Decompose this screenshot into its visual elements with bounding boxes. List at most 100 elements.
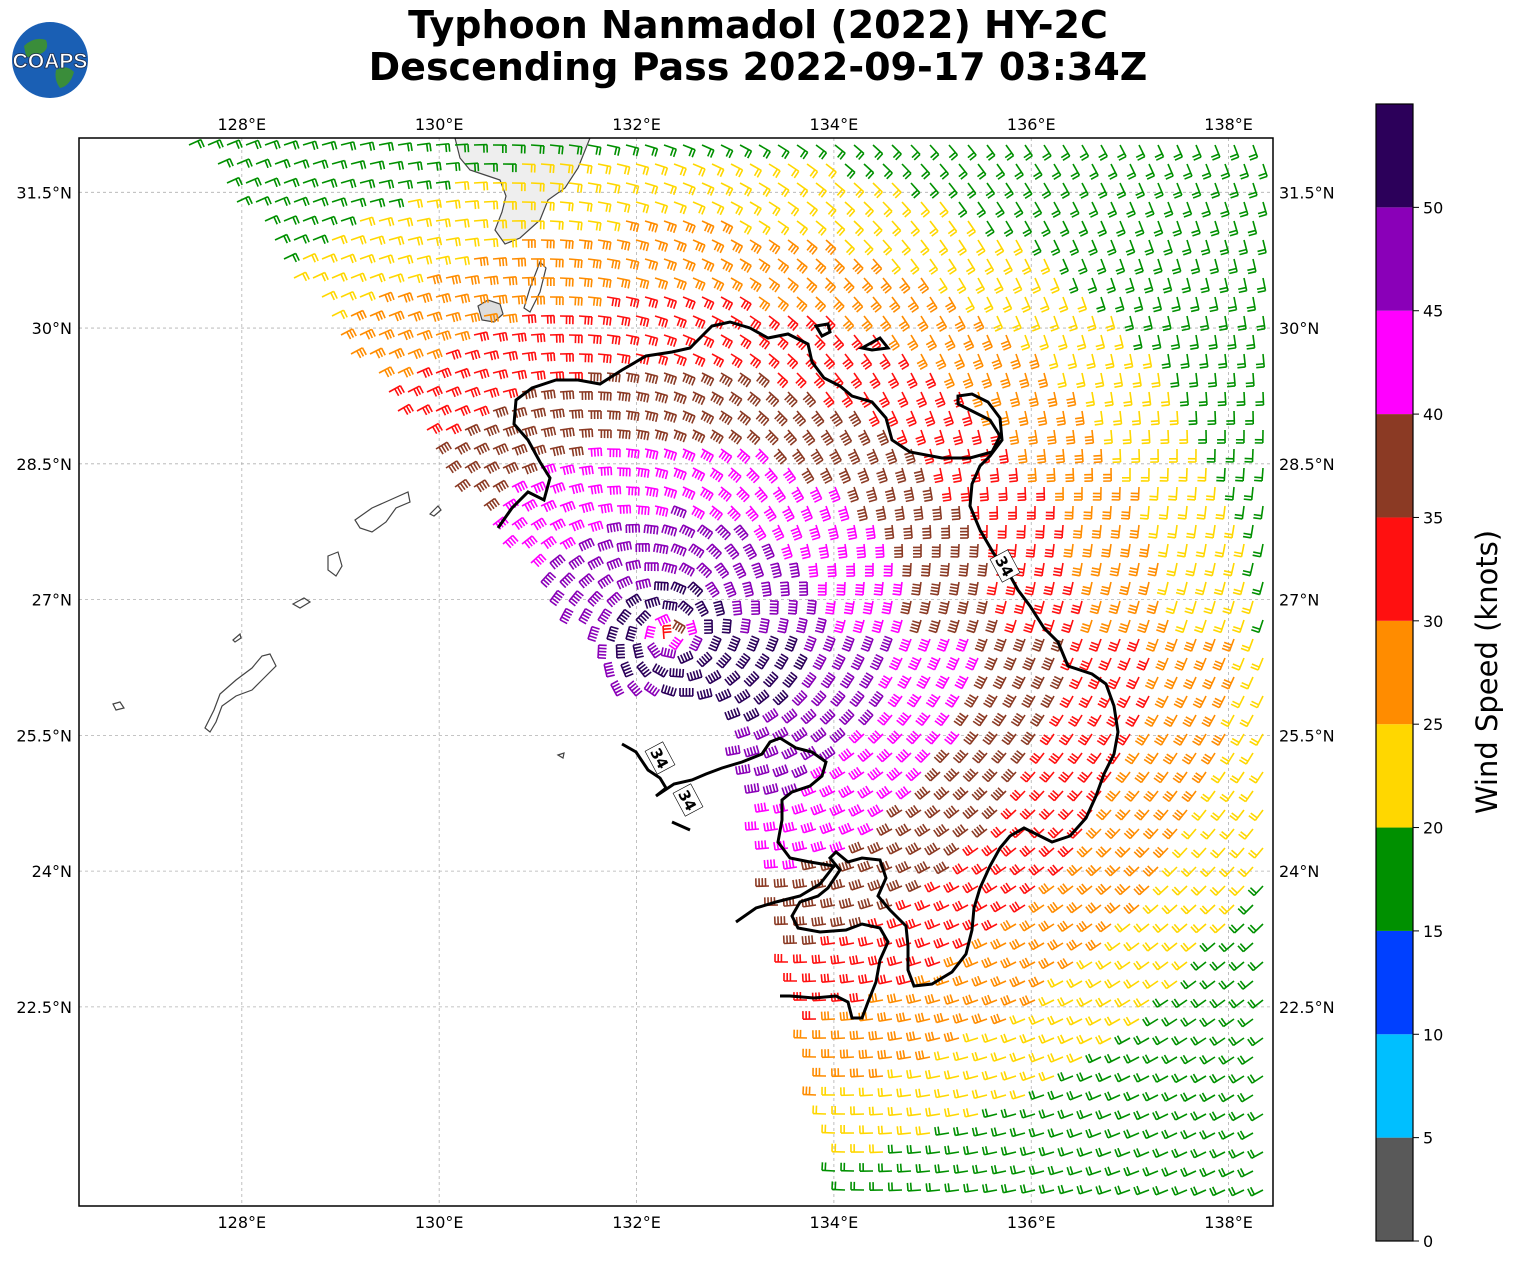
colorbar-tick-label: 15 [1423, 922, 1443, 941]
wind-barb [957, 201, 968, 218]
wind-barb [861, 315, 873, 332]
wind-barb [1245, 372, 1255, 388]
wind-barb [435, 367, 452, 379]
wind-barb [635, 163, 650, 176]
wind-barb [636, 661, 652, 678]
wind-barb [890, 619, 903, 634]
wind-barb [1133, 923, 1150, 933]
wind-barb [858, 1125, 874, 1135]
wind-barb [1143, 790, 1159, 802]
wind-barb [1057, 1072, 1074, 1082]
wind-barb [188, 138, 205, 149]
wind-barb [696, 651, 713, 668]
wind-barbs [188, 138, 1268, 1197]
wind-barb [924, 881, 941, 893]
wind-barb [701, 296, 715, 311]
wind-barb [692, 163, 706, 177]
wind-barb [416, 329, 433, 341]
wind-barb [773, 878, 789, 888]
wind-barb [530, 370, 546, 381]
lon-tick-label: 130°E [415, 1213, 464, 1232]
wind-barb [350, 309, 367, 321]
wind-barb [1114, 960, 1131, 971]
wind-barb [1030, 675, 1045, 690]
wind-barb [911, 581, 922, 596]
wind-barb [435, 218, 451, 228]
wind-barb [1031, 638, 1045, 652]
wind-barb [1229, 771, 1245, 784]
wind-barb [397, 142, 413, 152]
wind-barb [744, 821, 760, 831]
wind-barb [1002, 296, 1013, 313]
wind-barb [454, 256, 470, 266]
wind-barb [708, 635, 722, 652]
wind-barb [926, 296, 938, 313]
wind-barb [828, 486, 841, 503]
wind-barb [1216, 467, 1226, 482]
wind-barb [1000, 334, 1012, 351]
wind-barb [1066, 391, 1077, 408]
wind-barb [1178, 467, 1188, 482]
wind-barb [1181, 790, 1197, 803]
wind-barb [924, 956, 941, 968]
wind-barb [1123, 1091, 1140, 1102]
wind-barb [943, 1107, 960, 1118]
wind-barb [935, 315, 948, 332]
wind-barb [999, 448, 1009, 464]
wind-barb [943, 805, 960, 819]
wind-barb [1017, 486, 1027, 502]
wind-barb [1218, 942, 1235, 953]
wind-barb [597, 201, 612, 213]
wind-barb [710, 429, 724, 445]
lat-tick-label: 30°N [32, 319, 72, 338]
wind-barb [454, 441, 471, 455]
wind-barb [521, 351, 537, 362]
wind-barb [891, 220, 902, 237]
wind-barb [559, 239, 574, 250]
wind-barb [682, 182, 696, 196]
wind-barb [1108, 600, 1121, 615]
wind-barb [378, 366, 395, 378]
wind-barb [1114, 997, 1131, 1008]
wind-barb [1237, 942, 1254, 953]
wind-barb [625, 625, 638, 642]
wind-barb [1176, 543, 1188, 558]
wind-barb [772, 764, 789, 778]
wind-barb [887, 1182, 903, 1192]
wind-barb [473, 331, 490, 342]
wind-barb [850, 1181, 865, 1191]
wind-barb [1033, 163, 1043, 180]
wind-barb [578, 537, 595, 552]
wind-barb [578, 573, 595, 589]
wind-barb [829, 878, 846, 891]
wind-barb [1214, 543, 1226, 558]
wind-barb [1203, 600, 1216, 615]
wind-barb [672, 619, 686, 634]
wind-barb [986, 144, 996, 161]
wind-barb [1160, 391, 1171, 407]
wind-barb [792, 878, 808, 889]
wind-barb [1131, 410, 1142, 426]
wind-barb [731, 600, 743, 616]
wind-barb [779, 581, 790, 597]
wind-barb [1150, 448, 1160, 463]
wind-barb [867, 841, 884, 855]
wind-barb [1152, 1185, 1169, 1196]
wind-barb [711, 239, 725, 254]
wind-barb [1013, 201, 1024, 218]
wind-barb [692, 315, 706, 329]
wind-barb [549, 408, 565, 419]
wind-barb [1048, 714, 1064, 727]
wind-barb [962, 1108, 979, 1118]
wind-barb [1219, 277, 1229, 294]
wind-barb [909, 619, 922, 634]
wind-barb [207, 139, 224, 149]
wind-barb [733, 524, 749, 541]
wind-barb [791, 764, 808, 779]
wind-barb [910, 258, 920, 275]
wind-barb [1161, 1054, 1178, 1065]
wind-barb [1220, 163, 1231, 180]
wind-barb [812, 1030, 827, 1040]
wind-barb [1180, 866, 1197, 877]
wind-barb [879, 353, 891, 370]
